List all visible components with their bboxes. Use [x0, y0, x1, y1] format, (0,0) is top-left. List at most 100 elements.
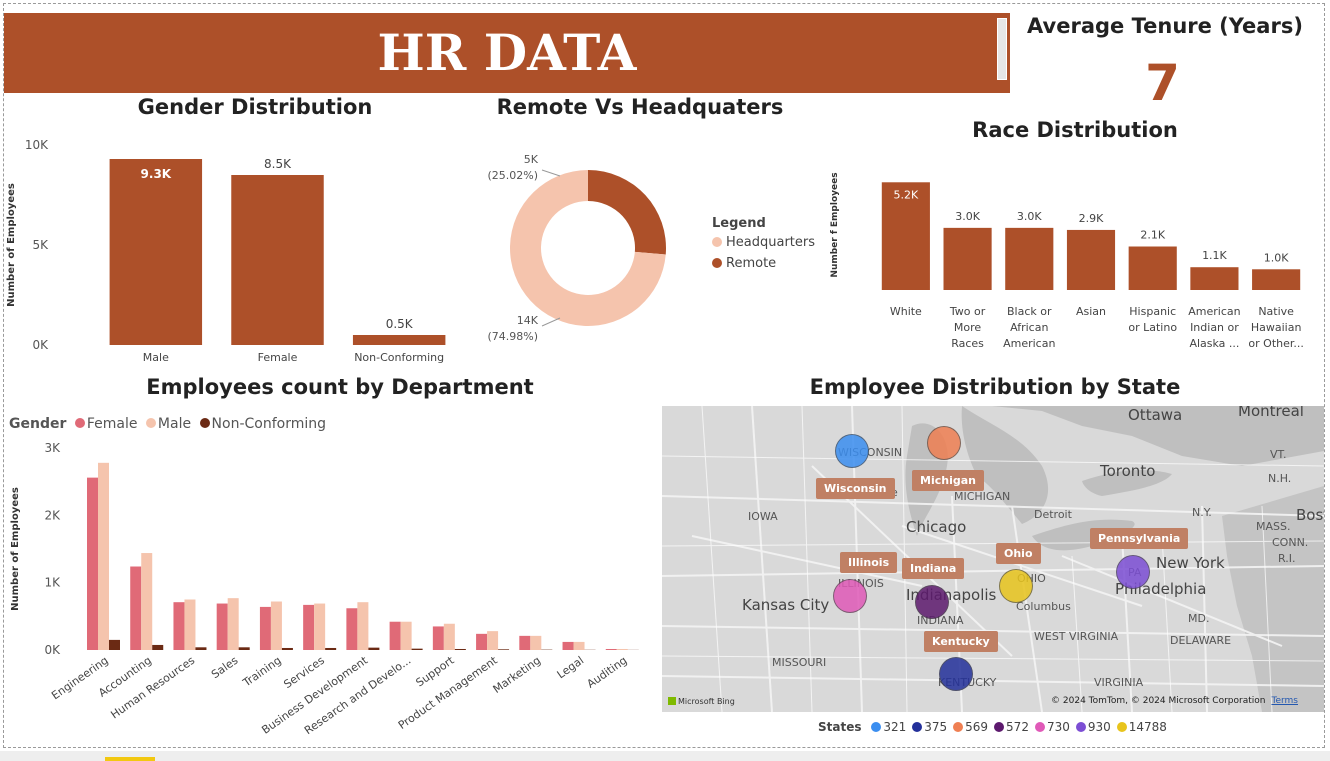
map-place-label: Chicago [906, 518, 967, 536]
dept-bar[interactable] [476, 633, 488, 650]
state-bubble[interactable] [939, 657, 973, 691]
dept-chart[interactable]: Number of Employees0K1K2K3KEngineeringAc… [0, 436, 655, 746]
state-bubble[interactable] [999, 569, 1033, 603]
dept-bar[interactable] [227, 598, 239, 650]
dept-bar[interactable] [281, 647, 293, 650]
gender-chart[interactable]: Number of Employees 0K 5K 10K 9.3K Male 8.5K Fe… [0, 125, 470, 370]
hq-leader-line [541, 317, 561, 327]
dept-bar[interactable] [238, 647, 250, 650]
dept-bar[interactable] [573, 641, 585, 650]
state-legend-swatch [953, 722, 964, 732]
remote-donut-chart[interactable]: 5K (25.02%) 14K (74.98%) [480, 140, 700, 355]
dept-bar[interactable] [443, 623, 455, 650]
race-xtick: Hawaiian [1251, 321, 1302, 334]
dept-bar[interactable] [216, 603, 228, 650]
dept-bar[interactable] [346, 608, 358, 650]
race-bar[interactable] [1190, 267, 1239, 290]
dept-bar[interactable] [389, 621, 401, 650]
race-bar[interactable] [1066, 229, 1116, 290]
gender-bar[interactable] [352, 335, 446, 345]
dept-bar[interactable] [487, 631, 499, 650]
race-bar[interactable] [1005, 227, 1054, 290]
map-place-label: Detroit [1034, 508, 1072, 521]
dept-bar[interactable] [357, 602, 369, 650]
race-bar[interactable] [1128, 246, 1177, 291]
dept-bar[interactable] [184, 599, 196, 651]
state-legend-item[interactable]: 375 [906, 720, 947, 734]
race-bar[interactable] [1252, 269, 1301, 290]
state-tag: Illinois [840, 552, 898, 573]
map-place-label: Bosto [1296, 506, 1324, 524]
dept-bar[interactable] [616, 648, 628, 650]
legend-item-remote[interactable]: Remote [712, 256, 815, 271]
state-legend-item[interactable]: 14788 [1111, 720, 1167, 734]
gender-xtick: Male [143, 351, 169, 364]
race-chart[interactable]: Number f Employees 5.2K White 3.0K Two or Mor… [820, 160, 1320, 360]
dept-bar[interactable] [314, 603, 326, 650]
remote-slice[interactable] [588, 170, 666, 255]
dept-bar[interactable] [98, 462, 109, 650]
legend-item-nonconforming[interactable]: Non-Conforming [196, 416, 326, 432]
dept-bar[interactable] [270, 601, 282, 650]
terms-link[interactable]: Terms [1271, 696, 1298, 706]
race-data-label: 3.0K [1017, 210, 1042, 223]
state-map[interactable]: Ottawa Montreal Toronto Chicago Detroit New Y… [662, 406, 1324, 712]
state-bubble[interactable] [833, 579, 867, 613]
state-legend-label: 321 [883, 720, 907, 734]
legend-item-male[interactable]: Male [142, 416, 191, 432]
state-bubble[interactable] [915, 585, 949, 619]
race-bar[interactable] [881, 182, 930, 290]
report-frame [3, 3, 1325, 748]
state-legend-item[interactable]: 730 [1029, 720, 1070, 734]
dept-bar[interactable] [498, 649, 510, 650]
dept-bar[interactable] [605, 648, 617, 650]
gender-chart-title: Gender Distribution [137, 95, 373, 119]
map-place-label: CONN. [1272, 536, 1309, 549]
remote-leader-line [541, 169, 561, 177]
dept-bar[interactable] [325, 647, 337, 650]
state-legend-swatch [994, 722, 1005, 732]
state-bubble[interactable] [835, 434, 869, 468]
race-data-label: 1.0K [1264, 251, 1289, 264]
gender-ylabel: Number of Employees [6, 183, 17, 307]
dept-bar[interactable] [411, 648, 423, 650]
map-title: Employee Distribution by State [809, 375, 1181, 399]
page-tab-active[interactable] [105, 757, 155, 761]
dept-bar[interactable] [519, 635, 531, 650]
state-bubble[interactable] [927, 426, 961, 460]
state-legend-item[interactable]: 930 [1070, 720, 1111, 734]
dept-bar[interactable] [195, 647, 207, 650]
gender-data-label: 9.3K [141, 167, 172, 181]
dept-bar[interactable] [152, 644, 164, 650]
state-legend-item[interactable]: 569 [947, 720, 988, 734]
state-bubble[interactable] [1116, 555, 1150, 589]
dept-bar[interactable] [259, 606, 271, 650]
dept-bar[interactable] [303, 604, 315, 650]
gender-ytick: 0K [32, 338, 49, 352]
dept-bar[interactable] [109, 639, 120, 650]
dept-bar[interactable] [530, 635, 542, 650]
dept-bar[interactable] [173, 602, 185, 650]
state-legend-label: 569 [965, 720, 989, 734]
gender-bar[interactable] [109, 159, 203, 345]
dept-bar[interactable] [562, 641, 574, 650]
state-legend-item[interactable]: 321 [865, 720, 906, 734]
state-tag: Kentucky [924, 631, 998, 652]
dept-bar[interactable] [432, 626, 444, 650]
state-legend-swatch [1034, 722, 1045, 732]
page-tabs-bar [0, 751, 1330, 761]
state-legend-item[interactable]: 572 [988, 720, 1029, 734]
gender-bar[interactable] [231, 175, 324, 345]
dept-bar[interactable] [368, 647, 380, 650]
dept-bar[interactable] [87, 477, 98, 650]
dept-bar[interactable] [141, 553, 153, 650]
legend-item-female[interactable]: Female [71, 416, 137, 432]
legend-item-headquarters[interactable]: Headquarters [712, 235, 815, 250]
remote-slice[interactable] [510, 170, 666, 326]
dept-bar[interactable] [130, 566, 142, 650]
dept-bar[interactable] [400, 621, 412, 650]
scrollbar[interactable] [997, 18, 1007, 80]
dept-bar[interactable] [454, 648, 466, 650]
race-bar[interactable] [943, 227, 992, 290]
map-background [662, 406, 1324, 712]
